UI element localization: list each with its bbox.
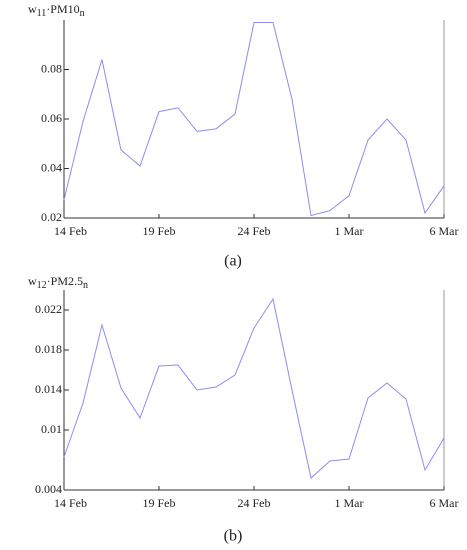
x-tick-label: 1 Mar — [335, 224, 364, 238]
label-part: w — [28, 274, 37, 288]
y-tick-label: 0.04 — [41, 160, 62, 174]
label-part: 12 — [37, 280, 47, 291]
y-tick-label: 0.022 — [35, 302, 62, 316]
y-tick-label: 0.004 — [35, 482, 62, 496]
label-part: ·PM2.5 — [47, 274, 83, 288]
caption: (a) — [224, 253, 242, 270]
caption: (b) — [224, 528, 243, 545]
x-tick-label: 19 Feb — [143, 224, 176, 238]
y-tick-label: 0.014 — [35, 382, 62, 396]
label-part: n — [80, 8, 85, 19]
x-tick-label: 19 Feb — [143, 496, 176, 510]
label-part: w — [28, 2, 37, 16]
x-tick-label: 1 Mar — [335, 496, 364, 510]
y-axis-label: w12·PM2.5n — [28, 274, 88, 292]
x-tick-label: 14 Feb — [54, 224, 87, 238]
y-tick-label: 0.018 — [35, 342, 62, 356]
x-tick-label: 14 Feb — [54, 496, 87, 510]
x-tick-label: 24 Feb — [238, 224, 271, 238]
x-tick-label: 6 Mar — [430, 496, 459, 510]
y-tick-label: 0.06 — [41, 111, 62, 125]
y-tick-label: 0.02 — [41, 210, 62, 224]
data-line — [63, 297, 445, 479]
x-tick-label: 24 Feb — [238, 496, 271, 510]
data-line — [63, 21, 445, 217]
y-tick-label: 0.08 — [41, 61, 62, 75]
label-part: ·PM10 — [46, 2, 79, 16]
y-axis-label: w11·PM10n — [28, 2, 85, 20]
x-tick-label: 6 Mar — [430, 224, 459, 238]
y-tick-label: 0.01 — [41, 422, 62, 436]
label-part: 11 — [37, 8, 47, 19]
label-part: n — [83, 280, 88, 291]
